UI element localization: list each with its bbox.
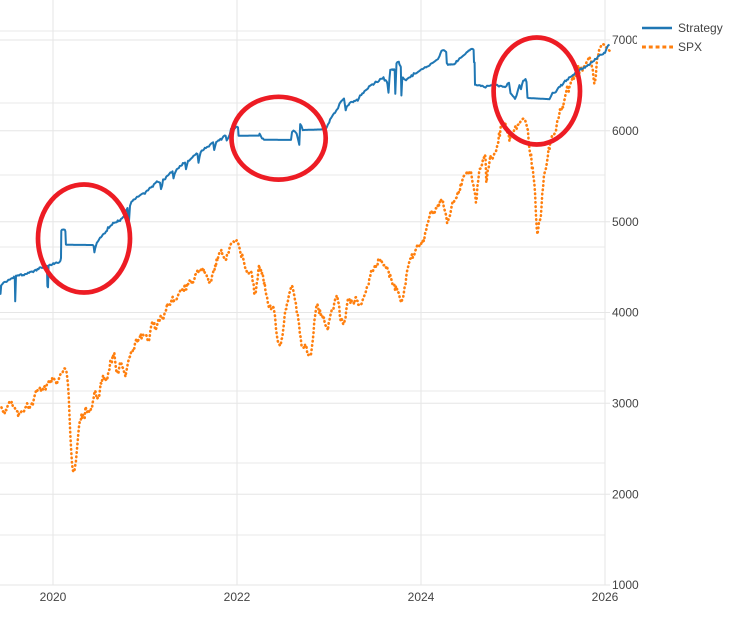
svg-text:2000: 2000: [612, 487, 639, 501]
svg-text:2026: 2026: [592, 590, 619, 604]
svg-text:6000: 6000: [612, 124, 639, 138]
svg-text:1000: 1000: [612, 578, 639, 592]
svg-text:2024: 2024: [408, 590, 435, 604]
svg-text:2020: 2020: [40, 590, 67, 604]
svg-text:5000: 5000: [612, 215, 639, 229]
svg-text:4000: 4000: [612, 306, 639, 320]
svg-text:3000: 3000: [612, 397, 639, 411]
svg-text:Strategy: Strategy: [678, 21, 723, 35]
svg-text:7000: 7000: [612, 33, 639, 47]
svg-text:SPX: SPX: [678, 40, 702, 54]
svg-text:2022: 2022: [224, 590, 251, 604]
